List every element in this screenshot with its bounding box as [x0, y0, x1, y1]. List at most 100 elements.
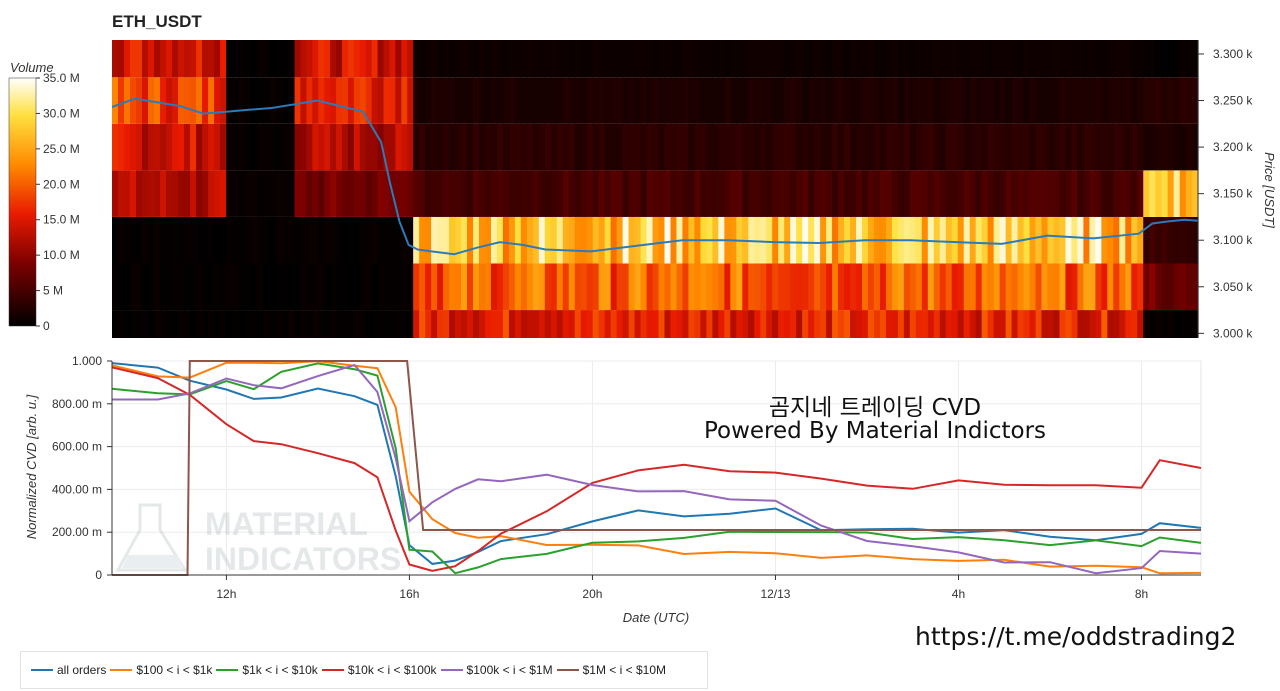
- heatmap-cell: [736, 263, 743, 311]
- heatmap-cell: [1143, 310, 1150, 338]
- heatmap-cell: [118, 263, 125, 311]
- heatmap-cell: [664, 40, 672, 78]
- legend-label: $1M < i < $10M: [582, 663, 666, 677]
- heatmap-cell: [939, 123, 947, 171]
- heatmap-cell: [455, 263, 462, 311]
- legend-item[interactable]: $10k < i < $100k: [321, 663, 437, 677]
- heatmap-cell: [190, 40, 197, 78]
- heatmap-cell: [969, 123, 977, 171]
- heatmap-cell: [336, 310, 343, 338]
- heatmap-cell: [604, 216, 612, 264]
- heatmap-cell: [951, 77, 959, 124]
- heatmap-cell: [568, 40, 576, 78]
- cvd-chart[interactable]: MATERIAL INDICATORS 12h 16h 20h 12/13 4h 8h 0…: [0, 0, 1280, 640]
- heatmap-chart[interactable]: 3.000 k 3.050 k 3.100 k 3.150 k 3.200 k 3.250…: [0, 0, 1280, 345]
- legend-item[interactable]: all orders: [31, 663, 106, 677]
- heatmap-cell: [682, 170, 690, 217]
- heatmap-cell: [220, 310, 227, 338]
- heatmap-cell: [300, 40, 307, 78]
- heatmap-cell: [1101, 40, 1108, 78]
- heatmap-cell: [455, 40, 462, 78]
- legend-item[interactable]: $100 < i < $1k: [110, 663, 212, 677]
- heatmap-cell: [395, 123, 402, 171]
- heatmap-cell: [1149, 216, 1157, 264]
- cvd-line-2: [111, 362, 1202, 575]
- heatmap-cell: [754, 123, 761, 171]
- heatmap-cell: [838, 40, 845, 78]
- heatmap-cell: [238, 310, 246, 338]
- heatmap-cell: [413, 263, 420, 311]
- heatmap-cell: [250, 263, 258, 311]
- heatmap-cell: [772, 40, 779, 78]
- heatmap-cell: [580, 40, 588, 78]
- heatmap-cell: [856, 77, 863, 124]
- heatmap-cell: [383, 40, 391, 78]
- heatmap-cell: [927, 310, 935, 338]
- heatmap-cell: [826, 123, 833, 171]
- heatmap-cell: [1047, 77, 1055, 124]
- heatmap-cell: [419, 170, 426, 217]
- heatmap-cell: [592, 170, 600, 217]
- heatmap-cell: [1023, 170, 1031, 217]
- heatmap-cell: [275, 77, 283, 124]
- heatmap-cell: [502, 310, 510, 338]
- heatmap-cell: [395, 216, 402, 264]
- heatmap-cell: [975, 216, 983, 264]
- x-tick-label: 8h: [1135, 587, 1148, 601]
- heatmap-cell: [330, 263, 337, 311]
- heatmap-cell: [951, 310, 959, 338]
- heatmap-cell: [1017, 170, 1025, 217]
- y-tick-label: 400.00 m: [52, 482, 102, 496]
- heatmap-cell: [538, 40, 546, 78]
- heatmap-cell: [957, 216, 965, 264]
- heatmap-cell: [903, 77, 911, 124]
- heatmap-cell: [861, 170, 869, 217]
- heatmap-cell: [538, 77, 546, 124]
- heatmap-cell: [347, 216, 355, 264]
- heatmap-cell: [257, 310, 265, 338]
- heatmap-cell: [814, 40, 821, 78]
- heatmap-cell: [214, 216, 221, 264]
- heatmap-cell: [1053, 310, 1061, 338]
- heatmap-cell: [275, 263, 283, 311]
- heatmap-cell: [957, 263, 965, 311]
- heatmap-cell: [598, 310, 606, 338]
- heatmap-cell: [478, 170, 486, 217]
- heatmap-cell: [1005, 170, 1013, 217]
- heatmap-cell: [724, 170, 731, 217]
- heatmap-cell: [592, 310, 600, 338]
- legend-item[interactable]: $100k < i < $1M: [440, 663, 553, 677]
- heatmap-cell: [754, 170, 761, 217]
- heatmap-cell: [820, 40, 827, 78]
- heatmap-cell: [118, 310, 125, 338]
- heatmap-cell: [772, 216, 779, 264]
- heatmap-cell: [490, 216, 498, 264]
- heatmap-cell: [478, 310, 486, 338]
- heatmap-cell: [294, 170, 302, 217]
- heatmap-cell: [377, 263, 385, 311]
- heatmap-cell: [484, 77, 492, 124]
- heatmap-cell: [1005, 263, 1013, 311]
- heatmap-cell: [652, 123, 660, 171]
- heatmap-cell: [1101, 310, 1108, 338]
- heatmap-cell: [336, 123, 343, 171]
- heatmap-cell: [1191, 263, 1199, 311]
- heatmap-cell: [502, 216, 510, 264]
- telegram-link[interactable]: https://t.me/oddstrading2: [915, 622, 1237, 651]
- legend-item[interactable]: $1M < i < $10M: [556, 663, 666, 677]
- heatmap-cell: [1119, 310, 1126, 338]
- heatmap-cell: [226, 40, 233, 78]
- colorbar-tick-label: 15.0 M: [43, 213, 80, 227]
- heatmap-cell: [1149, 170, 1157, 217]
- legend-item[interactable]: $1k < i < $10k: [216, 663, 318, 677]
- heatmap-cell: [166, 310, 173, 338]
- heatmap-cell: [473, 77, 480, 124]
- heatmap-cell: [1017, 123, 1025, 171]
- price-tick-label: 3.250 k: [1213, 94, 1253, 108]
- heatmap-cell: [550, 216, 558, 264]
- heatmap-cell: [987, 216, 995, 264]
- heatmap-cell: [365, 123, 373, 171]
- heatmap-cell: [778, 170, 785, 217]
- heatmap-cell: [508, 123, 516, 171]
- heatmap-cell: [1047, 40, 1055, 78]
